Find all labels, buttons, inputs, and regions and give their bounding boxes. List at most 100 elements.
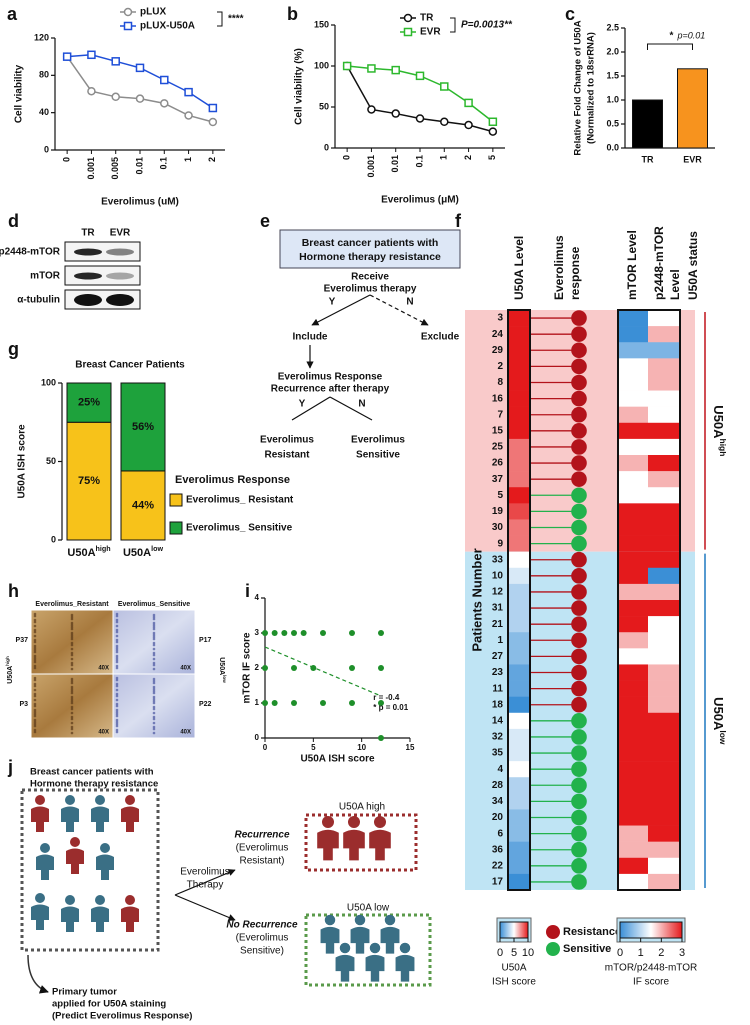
blot-band [74, 294, 102, 306]
nucleus [33, 728, 37, 732]
marker [488, 127, 498, 136]
heat-cell [508, 664, 530, 681]
nucleus [70, 705, 74, 709]
nucleus [70, 663, 74, 667]
heat-cell [648, 455, 680, 472]
colorbar-tick-label: 0 [617, 947, 623, 959]
x-tick-label: EVR [683, 154, 702, 164]
marker [415, 71, 425, 81]
heat-cell [648, 873, 680, 891]
heat-cell [508, 326, 530, 343]
bar-segment [120, 382, 166, 472]
row-label: P37 [16, 637, 29, 644]
panel-label: b [287, 4, 298, 24]
note: (Predict Everolimus Response) [52, 1011, 192, 1022]
x-axis-label: Everolimus (uM) [101, 197, 179, 208]
nucleus [70, 627, 74, 631]
person-body [343, 829, 365, 861]
row-label: 5 [497, 490, 503, 501]
row-label: P22 [199, 701, 212, 708]
person-head [95, 895, 105, 905]
nucleus [33, 614, 37, 618]
nucleus [33, 718, 37, 722]
nucleus [152, 621, 156, 625]
nucleus [115, 630, 119, 634]
nucleus [115, 728, 119, 732]
nucleus [33, 710, 37, 714]
heat-cell [508, 503, 530, 520]
nucleus [33, 720, 37, 724]
legend-marker [123, 7, 133, 17]
response-dot [571, 326, 587, 342]
person-head [322, 816, 334, 828]
node-text: Resistant) [239, 856, 284, 867]
heat-cell [618, 632, 648, 649]
y-tick-label: 2.0 [606, 46, 619, 56]
heat-cell [508, 567, 530, 585]
panel-label: j [7, 757, 13, 777]
response-dot [571, 310, 587, 326]
heat-cell [508, 471, 530, 488]
group-label: U50A low [347, 903, 390, 914]
label-sup: high [96, 545, 111, 553]
value-label: 56% [132, 421, 154, 433]
nucleus [152, 705, 156, 709]
heat-cell [648, 310, 680, 327]
row-label: 32 [492, 732, 504, 743]
heat-cell [508, 809, 530, 826]
response-dot [571, 519, 587, 536]
label-sup: low [151, 545, 163, 553]
x-tick-label: 1 [439, 155, 449, 160]
group-box [304, 913, 432, 987]
heat-cell [618, 342, 648, 359]
nucleus [115, 650, 119, 654]
nucleus [115, 656, 119, 660]
heat-cell [648, 728, 680, 746]
nucleus [152, 657, 156, 661]
nucleus [115, 720, 119, 724]
nucleus [115, 620, 119, 624]
heat-cell [508, 487, 530, 504]
marker [391, 65, 400, 75]
nucleus [33, 694, 37, 698]
nucleus [152, 623, 156, 627]
x-tick-label: 0.1 [159, 157, 169, 170]
label: U50Alow [123, 545, 163, 559]
marker [415, 114, 425, 123]
row-label: 22 [492, 860, 504, 871]
label: U50Ahigh [67, 545, 110, 559]
response-dot [571, 358, 587, 375]
bracket [217, 11, 223, 27]
label: U50Alow [218, 657, 227, 683]
y-tick-label: 40 [39, 107, 49, 117]
nucleus [115, 658, 119, 662]
heat-cell [508, 793, 530, 810]
row-label: 18 [492, 699, 504, 710]
colorbar-caption: ISH score [492, 977, 536, 988]
response-dot [571, 777, 587, 794]
nucleus [115, 702, 119, 706]
point [310, 665, 317, 671]
nucleus [70, 707, 74, 711]
legend-label: EVR [420, 27, 441, 38]
person-body [350, 926, 370, 954]
person-head [95, 795, 105, 805]
heat-cell [618, 535, 648, 552]
point [262, 700, 268, 706]
person-body [320, 926, 340, 954]
x-tick-label: 5 [487, 155, 497, 160]
y-tick-label: 150 [314, 19, 329, 29]
row-label: 17 [492, 877, 504, 888]
marker [391, 109, 400, 118]
heat-cell [648, 342, 680, 359]
response-dot [571, 874, 587, 890]
heat-cell [648, 793, 680, 810]
heat-cell [508, 745, 530, 762]
column-header: U50A Level [512, 236, 526, 300]
row-label: 23 [492, 667, 504, 678]
x-axis-label: U50A ISH score [300, 754, 375, 765]
blot-frame [64, 265, 141, 286]
node-text: Breast cancer patients with [302, 237, 439, 249]
response-dot [571, 632, 587, 649]
